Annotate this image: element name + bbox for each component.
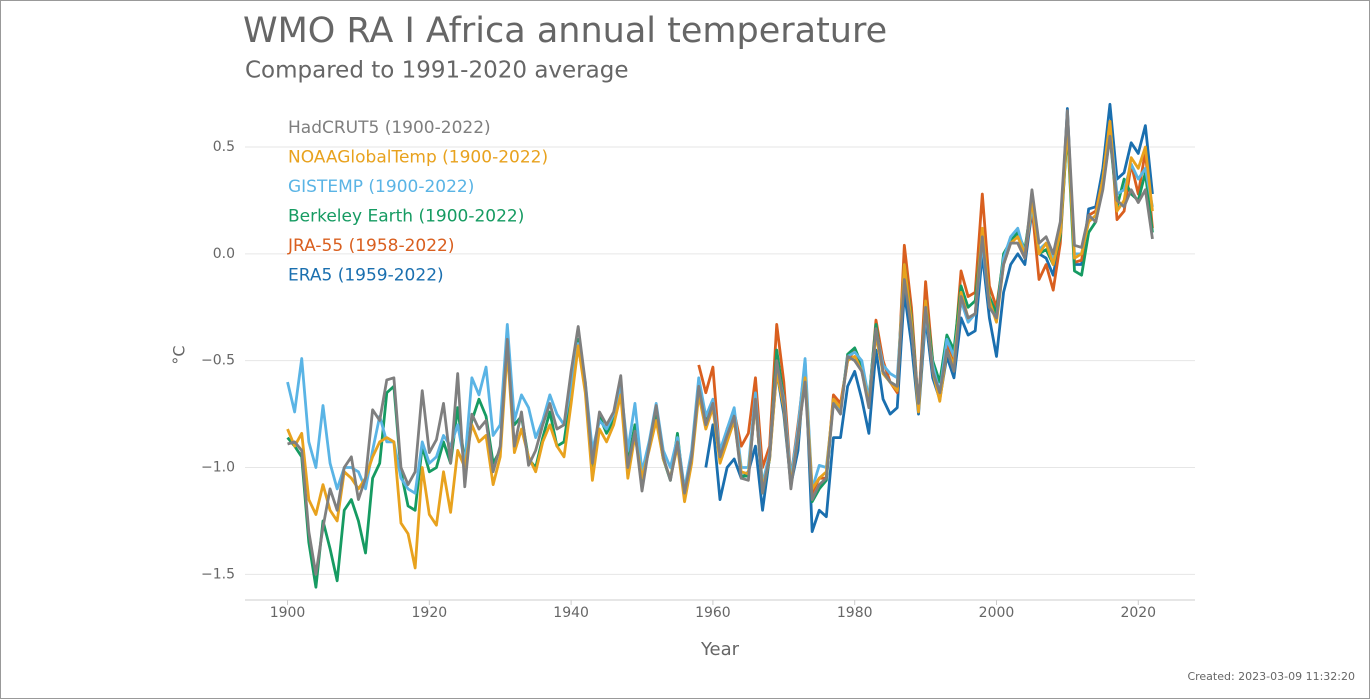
legend-entry: NOAAGlobalTemp (1900-2022) (288, 148, 548, 168)
y-tick-label: 0.5 (213, 139, 235, 155)
x-axis-label: Year (700, 639, 740, 660)
x-tick-label: 1920 (412, 605, 448, 621)
x-tick-label: 1900 (270, 605, 306, 621)
chart-title: WMO RA I Africa annual temperature (243, 11, 887, 51)
series-line (287, 109, 1154, 576)
y-tick-label: −1.0 (201, 460, 235, 476)
x-tick-label: 1940 (553, 605, 589, 621)
y-tick-label: 0.0 (213, 246, 235, 262)
y-axis-label: °C (170, 345, 189, 364)
x-tick-label: 2000 (979, 605, 1015, 621)
footer: Created: 2023-03-09 11:32:20 (1187, 670, 1355, 683)
x-tick-label: 1960 (695, 605, 731, 621)
chart-subtitle: Compared to 1991-2020 average (245, 58, 628, 84)
legend-entry: GISTEMP (1900-2022) (288, 177, 474, 197)
legend-entry: HadCRUT5 (1900-2022) (288, 118, 491, 138)
y-tick-label: −0.5 (201, 353, 235, 369)
x-tick-label: 1980 (837, 605, 873, 621)
legend-entry: JRA-55 (1958-2022) (287, 236, 455, 256)
x-tick-label: 2020 (1120, 605, 1156, 621)
legend-entry: Berkeley Earth (1900-2022) (288, 207, 524, 227)
y-tick-label: −1.5 (201, 566, 235, 582)
legend-entry: ERA5 (1959-2022) (288, 266, 444, 286)
